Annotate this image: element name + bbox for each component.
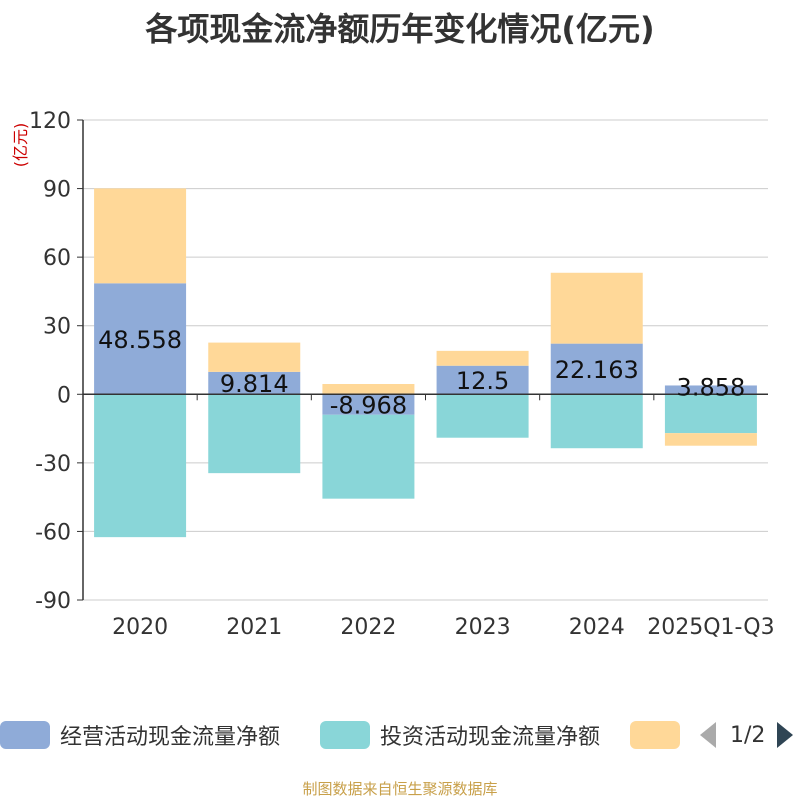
data-label: 9.814	[220, 370, 289, 398]
bar-financing	[436, 350, 529, 366]
bar-financing	[550, 272, 643, 344]
y-tick-label: -30	[35, 452, 71, 477]
x-tick-label: 2021	[226, 615, 282, 640]
y-axis-label: (亿元)	[11, 123, 30, 168]
x-tick-label: 2024	[569, 615, 625, 640]
legend-page-indicator: 1/2	[730, 722, 766, 748]
y-tick-label: 30	[43, 315, 71, 340]
legend-next-arrow-icon[interactable]	[777, 722, 794, 748]
bar-operating	[94, 283, 187, 395]
bar-financing	[94, 188, 187, 284]
data-label: 48.558	[98, 326, 182, 354]
data-label: 12.5	[456, 367, 509, 395]
source-note: 制图数据来自恒生聚源数据库	[302, 780, 498, 798]
x-tick-label: 2020	[112, 615, 168, 640]
bar-operating	[322, 394, 415, 415]
legend: 经营活动现金流量净额 投资活动现金流量净额	[0, 718, 800, 752]
bar-operating	[664, 385, 757, 395]
legend-item-operating[interactable]: 经营活动现金流量净额	[0, 718, 280, 752]
bar-operating	[550, 343, 643, 395]
chart-title: 各项现金流净额历年变化情况(亿元)	[145, 10, 655, 48]
bar-financing	[664, 433, 757, 446]
bar-investing	[208, 394, 301, 474]
x-tick-label: 2023	[455, 615, 511, 640]
data-label: -8.968	[330, 392, 407, 420]
bar-investing	[322, 414, 415, 499]
y-tick-label: 0	[57, 383, 71, 408]
bar-investing	[550, 394, 643, 449]
x-tick-label: 2022	[340, 615, 396, 640]
bar-financing	[208, 342, 301, 372]
data-label: 3.858	[677, 373, 746, 401]
legend-item-investing[interactable]: 投资活动现金流量净额	[320, 718, 600, 752]
y-tick-label: 90	[43, 178, 71, 203]
bar-operating	[208, 371, 301, 395]
bar-operating	[436, 365, 529, 395]
legend-swatch-financing	[630, 721, 680, 749]
bar-financing	[322, 384, 415, 395]
legend-label-operating: 经营活动现金流量净额	[60, 725, 281, 750]
legend-label-investing: 投资活动现金流量净额	[380, 725, 601, 750]
legend-swatch-investing	[320, 721, 370, 749]
legend-prev-arrow-icon[interactable]	[700, 722, 716, 748]
legend-item-financing[interactable]	[630, 718, 690, 752]
bar-investing	[94, 394, 187, 538]
bar-investing	[436, 394, 529, 438]
x-tick-label: 2025Q1-Q3	[647, 615, 774, 640]
legend-swatch-operating	[0, 721, 50, 749]
legend-pager: 1/2	[700, 718, 794, 752]
y-tick-label: -60	[35, 520, 71, 545]
bar-investing	[664, 394, 757, 434]
y-tick-label: 120	[29, 109, 71, 134]
y-tick-label: 60	[43, 246, 71, 271]
y-tick-label: -90	[35, 589, 71, 614]
data-label: 22.163	[555, 356, 639, 384]
